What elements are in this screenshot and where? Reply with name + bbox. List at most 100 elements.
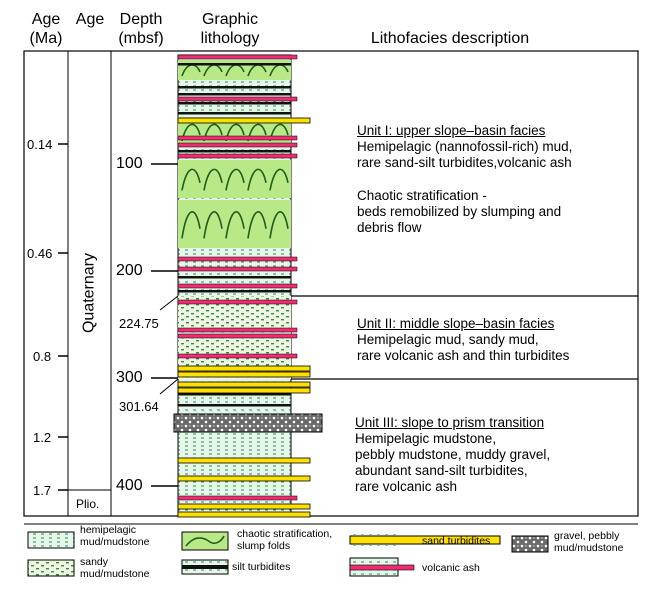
legend-chaotic-line: slump folds	[237, 540, 291, 552]
volcanic-ash-bed	[177, 333, 298, 339]
silt-turbidite-bed	[178, 86, 291, 89]
sand-turbidite-bed	[177, 381, 311, 388]
volcanic-ash-bed	[177, 327, 298, 333]
volcanic-ash-bed	[177, 353, 298, 359]
header-description: Lithofacies description	[370, 30, 530, 47]
legend-sandy-line: sandy	[80, 556, 109, 568]
slump-fold-curve	[181, 211, 201, 239]
slump-fold-curve	[203, 168, 223, 191]
unit-3-line: pebbly mudstone, muddy gravel,	[355, 447, 551, 462]
header-lithology: Graphic lithology	[180, 10, 280, 48]
chaotic-slump-band	[178, 160, 291, 198]
volcanic-ash-bed	[177, 54, 298, 60]
volcanic-ash-bed	[177, 135, 298, 141]
unit-1-title: Unit I: upper slope–basin facies	[357, 123, 546, 138]
sand-turbidite-bed	[177, 117, 311, 124]
unit-3-description: Unit III: slope to prism transition Hemi…	[355, 415, 550, 495]
legend-silt-label: silt turbidites	[232, 561, 291, 573]
legend-hemipelagic-swatch	[27, 531, 75, 549]
volcanic-ash-bed	[177, 153, 298, 159]
slump-fold-curve	[203, 211, 223, 239]
unit-2-title: Unit II: middle slope–basin facies	[357, 316, 555, 331]
lithology-layers	[173, 54, 323, 518]
volcanic-ash-bed	[177, 495, 298, 501]
legend-gravel-line: mud/mudstone	[554, 542, 624, 554]
volcanic-ash-bed	[177, 96, 298, 102]
slump-fold-curve	[247, 211, 267, 239]
slump-fold-curve	[181, 168, 201, 191]
volcanic-ash-bed	[177, 256, 298, 262]
legend-sand-swatch	[349, 534, 501, 546]
depth-label: 300	[116, 369, 143, 386]
silt-turbidite-bed	[178, 112, 291, 115]
slump-fold-curve	[269, 211, 289, 239]
silt-turbidite-bed	[178, 102, 291, 105]
volcanic-ash-bed	[177, 283, 298, 289]
boundary-leader	[159, 295, 179, 311]
slump-fold-curve	[225, 211, 245, 239]
legend-hemipelagic-line: mud/mudstone	[80, 536, 150, 548]
unit-1-extra-line: Chaotic stratification -	[357, 188, 487, 203]
gravel-interval	[173, 413, 323, 433]
age-label: 1.2	[33, 430, 52, 445]
header-lithology-line1: Graphic	[201, 11, 259, 28]
legend-chaotic-line: chaotic stratification,	[237, 528, 333, 540]
silt-turbidite-bed	[178, 404, 291, 407]
chaotic-slump-band	[178, 200, 291, 248]
header-age-ma-line1: Age	[31, 11, 61, 28]
sand-turbidite-bed	[177, 457, 311, 464]
header-depth-line2: (mbsf)	[118, 30, 164, 47]
epoch-quaternary: Quaternary	[80, 252, 98, 334]
header-lithology-line2: lithology	[200, 30, 260, 47]
legend-gravel-swatch	[511, 535, 549, 553]
epoch-pliocene: Plio.	[76, 497, 100, 511]
boundary-leader	[159, 378, 179, 395]
slump-fold-curve	[269, 168, 289, 191]
header-age-ma-line2: (Ma)	[29, 30, 63, 47]
sand-turbidite-bed	[177, 371, 311, 378]
silt-turbidite-bed	[178, 63, 291, 66]
slump-fold-curve	[225, 168, 245, 191]
boundary-depth-label: 224.75	[119, 316, 159, 331]
unit-3-title: Unit III: slope to prism transition	[355, 415, 545, 430]
legend-chaotic-label: chaotic stratification, slump folds	[237, 528, 332, 552]
silt-turbidite-bed	[178, 393, 291, 396]
unit-3-line: abundant sand-silt turbidites,	[355, 463, 528, 478]
header-age: Age	[75, 11, 105, 28]
unit-3-line: rare volcanic ash	[355, 479, 458, 494]
header-depth: Depth (mbsf)	[113, 10, 169, 48]
silt-turbidite-bed	[178, 150, 291, 153]
unit-1-extra-line: beds remobilized by slumping and	[357, 204, 562, 219]
legend-chaotic-swatch	[181, 531, 229, 551]
unit-1-extra-line: debris flow	[357, 220, 422, 235]
depth-label: 200	[116, 262, 143, 279]
legend-hemipelagic-line: hemipelagic	[80, 524, 137, 536]
legend-gravel-line: gravel, pebbly	[554, 530, 620, 542]
header-age-ma: Age (Ma)	[26, 10, 66, 48]
unit-1-extra: Chaotic stratification - beds remobilize…	[357, 188, 561, 236]
unit-2-line: Hemipelagic mud, sandy mud,	[357, 332, 539, 347]
volcanic-ash-bed	[177, 266, 298, 272]
unit-1-line: rare sand-silt turbidites,volcanic ash	[357, 155, 572, 170]
legend-sandy-swatch	[27, 559, 75, 577]
silt-turbidite-bed	[178, 290, 291, 293]
sand-turbidite-bed	[177, 365, 311, 372]
legend-ash-swatch	[349, 557, 415, 577]
volcanic-ash-bed	[177, 299, 298, 305]
legend-hemipelagic-label: hemipelagic mud/mudstone	[80, 524, 149, 548]
header-depth-line1: Depth	[119, 11, 163, 28]
unit-2-description: Unit II: middle slope–basin facies Hemip…	[357, 316, 569, 364]
sand-turbidite-bed	[177, 511, 311, 518]
age-label: 1.7	[33, 483, 52, 498]
silt-turbidite-bed	[178, 276, 291, 279]
legend-sandy-line: mud/mudstone	[80, 568, 150, 580]
volcanic-ash-bed	[177, 142, 298, 148]
unit-1-description: Unit I: upper slope–basin facies Hemipel…	[357, 123, 572, 171]
age-label: 0.14	[27, 137, 53, 152]
legend-gravel-label: gravel, pebbly mud/mudstone	[554, 530, 623, 554]
legend-silt-swatch	[181, 559, 229, 575]
depth-label: 100	[116, 155, 143, 172]
silt-turbidite-bed	[178, 93, 291, 96]
